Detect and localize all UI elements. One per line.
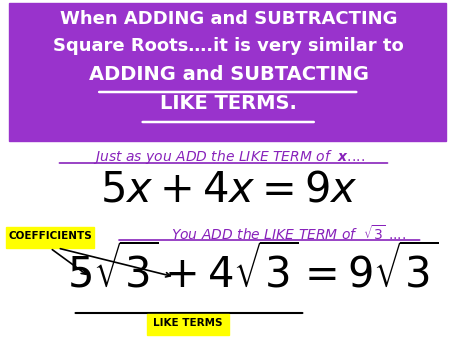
Text: $5x+4x=9x$: $5x+4x=9x$	[100, 168, 357, 210]
Text: $5\sqrt{3}+4\sqrt{3}=9\sqrt{3}$: $5\sqrt{3}+4\sqrt{3}=9\sqrt{3}$	[67, 245, 438, 297]
Text: $\it{You\ ADD\ the\ LIKE\ TERM\ of}$  $\sqrt{3}$ ....: $\it{You\ ADD\ the\ LIKE\ TERM\ of}$ $\s…	[171, 224, 406, 243]
Text: LIKE TERMS: LIKE TERMS	[153, 318, 223, 328]
Text: COEFFICIENTS: COEFFICIENTS	[8, 231, 92, 241]
Text: LIKE TERMS.: LIKE TERMS.	[160, 94, 297, 113]
Text: When ADDING and SUBTRACTING: When ADDING and SUBTRACTING	[60, 10, 397, 28]
Text: Square Roots….it is very similar to: Square Roots….it is very similar to	[53, 37, 404, 55]
FancyBboxPatch shape	[147, 314, 228, 335]
Text: ADDING and SUBTACTING: ADDING and SUBTACTING	[89, 65, 369, 84]
Text: $\it{Just\ as\ you\ ADD\ the\ LIKE\ TERM\ of}$  $\boldsymbol{x}$....: $\it{Just\ as\ you\ ADD\ the\ LIKE\ TERM…	[93, 148, 365, 166]
FancyBboxPatch shape	[6, 227, 94, 248]
FancyBboxPatch shape	[9, 3, 446, 141]
